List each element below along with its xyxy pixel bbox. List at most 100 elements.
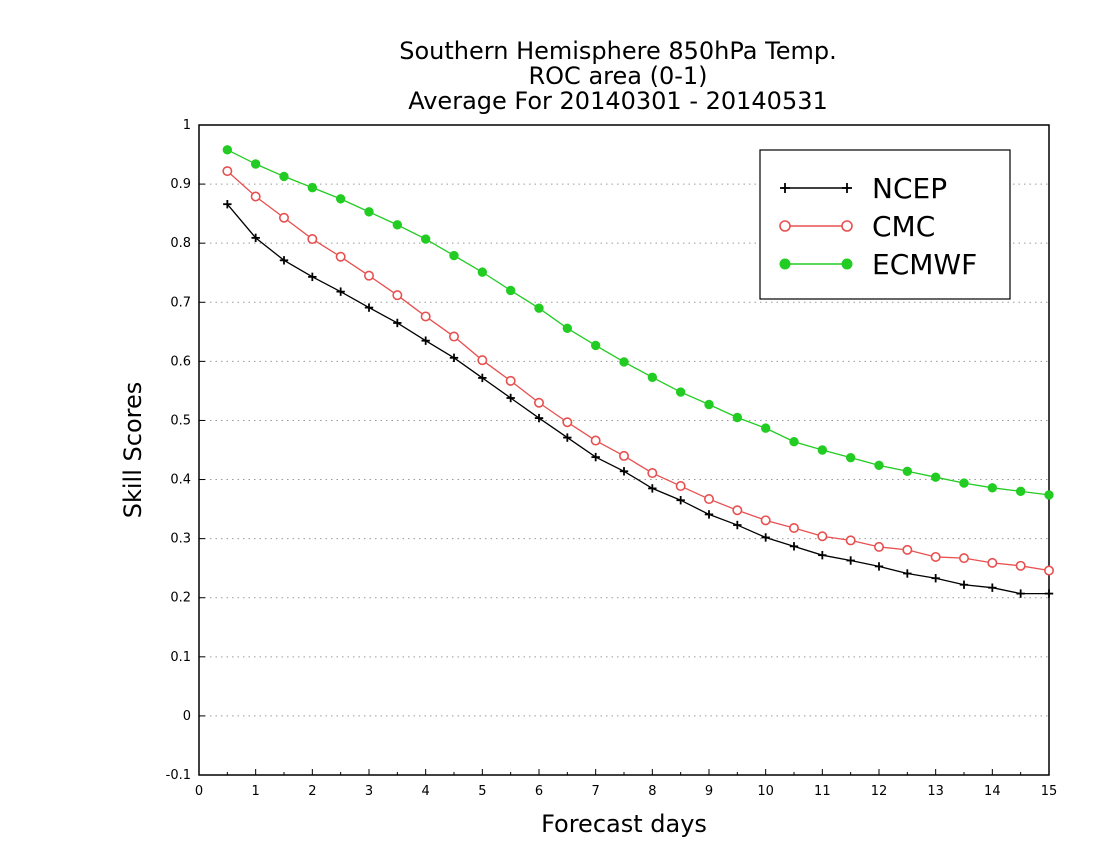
data-point-cmc [590,435,601,446]
data-point-ncep [251,233,260,243]
data-point-ecmwf [789,437,799,447]
data-point-ncep [874,562,884,571]
data-point-cmc [335,251,346,262]
x-tick-label: 2 [308,784,316,799]
series-line-ncep [226,203,1049,595]
data-point-cmc [788,522,799,533]
data-point-ecmwf [874,460,884,471]
legend-marker [779,258,791,270]
data-point-cmc [278,212,289,223]
x-tick-label: 8 [648,784,656,799]
data-point-cmc [987,557,998,568]
x-tick-label: 7 [592,784,600,799]
legend-marker [842,183,852,193]
data-point-ecmwf [307,182,318,193]
data-point-ncep [478,373,487,383]
data-point-ecmwf [420,234,431,244]
data-point-ncep [1044,589,1054,598]
legend-marker [779,220,791,232]
data-point-ncep [903,569,912,578]
data-point-ncep [591,452,600,462]
series-cmc [222,166,1055,576]
x-tick-label: 14 [984,784,1001,799]
data-point-ecmwf [675,387,686,397]
legend-marker [841,258,853,270]
data-point-cmc [845,535,856,546]
x-axis-label: Forecast days [541,810,707,838]
data-point-ecmwf [817,445,828,455]
x-tick-label: 12 [871,784,888,799]
data-point-cmc [250,191,261,202]
data-point-cmc [363,270,374,281]
x-tick-label: 9 [705,784,713,799]
y-tick-label: 0.2 [170,591,191,606]
chart-title-line-1: Southern Hemisphere 850hPa Temp. [399,37,836,65]
data-point-ecmwf [562,323,573,333]
data-point-ecmwf [250,159,261,169]
data-point-cmc [448,331,459,342]
data-point-ncep [336,287,345,296]
legend-entry-ncep: NCEP [780,172,947,205]
data-point-cmc [1015,560,1026,571]
chart-title-line-3: Average For 20140301 - 20140531 [408,87,828,115]
data-point-cmc [307,234,318,245]
data-point-cmc [760,515,771,526]
data-point-cmc [817,531,828,542]
y-tick-label: 0.9 [170,177,191,192]
data-point-ecmwf [335,194,346,204]
data-point-cmc [392,290,403,301]
data-point-ncep [988,583,997,592]
x-tick-label: 6 [535,784,543,799]
y-tick-label: 0.3 [170,532,191,547]
data-point-cmc [930,551,941,562]
data-point-ncep [308,272,317,282]
series-layer [222,145,1055,598]
x-tick-label: 5 [478,784,486,799]
data-point-ecmwf [732,412,743,423]
data-point-ecmwf [222,145,233,155]
y-tick-label: 0.7 [170,295,191,310]
data-point-cmc [873,541,884,552]
x-tick-label: 1 [252,784,260,799]
data-point-cmc [562,417,573,428]
data-point-ecmwf [1044,490,1054,500]
plot-frame [198,124,1050,776]
data-point-ncep [421,336,430,345]
legend-entry-cmc: CMC [779,210,935,243]
x-tick-label: 3 [365,784,373,799]
y-tick-label: 0.6 [170,354,191,369]
data-point-ncep [931,574,940,583]
x-tick-label: 0 [195,784,203,799]
data-point-ncep [506,393,515,403]
x-tick-label: 10 [757,784,774,799]
data-point-ncep [534,413,544,423]
y-tick-label: 1 [183,118,191,133]
data-point-cmc [420,311,431,322]
x-tick-label: 11 [814,784,831,799]
y-tick-label: 0.5 [170,413,191,428]
data-point-ecmwf [477,267,488,277]
data-point-ecmwf [534,303,544,313]
data-point-cmc [732,505,743,516]
series-ecmwf [222,145,1054,500]
data-point-ecmwf [959,478,969,488]
y-tick-label: 0.8 [170,236,191,251]
series-ncep [223,199,1054,598]
data-point-ncep [563,433,572,442]
data-point-ncep [818,550,827,560]
data-point-ncep [789,542,799,551]
data-point-ecmwf [1015,486,1026,497]
data-point-cmc [533,397,544,408]
data-point-ncep [1016,589,1025,598]
data-point-ecmwf [392,220,403,230]
data-point-ecmwf [619,357,629,367]
data-point-cmc [902,544,913,555]
data-point-ecmwf [760,423,771,433]
legend-box [759,149,1011,300]
data-point-cmc [618,450,629,461]
data-point-ncep [733,520,742,530]
legend-marker [841,220,853,232]
data-point-ecmwf [364,207,374,217]
data-point-ecmwf [647,372,658,383]
